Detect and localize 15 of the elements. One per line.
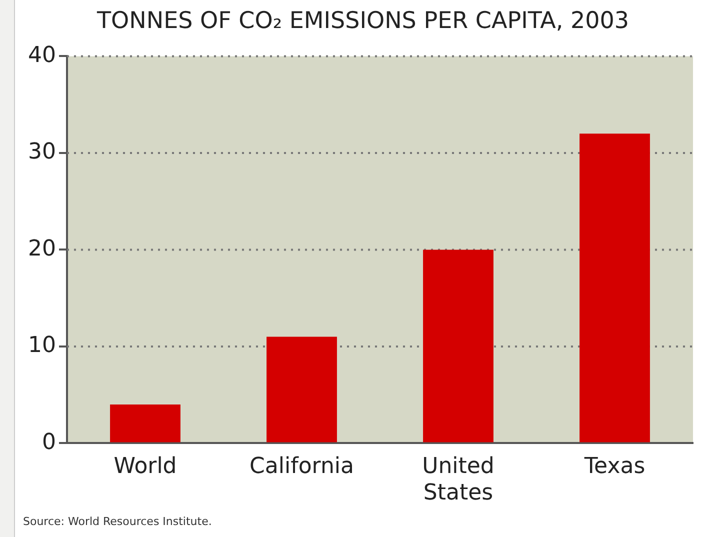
x-tick-label: Texas — [583, 454, 646, 480]
x-tick-label: World — [114, 454, 177, 480]
source-note: Source: World Resources Institute. — [23, 515, 212, 528]
chart-title: TONNES OF CO₂ EMISSIONS PER CAPITA, 2003 — [96, 8, 630, 34]
y-tick-label: 40 — [28, 42, 56, 68]
bar — [110, 404, 180, 442]
y-tick-label: 10 — [28, 333, 56, 358]
y-tick-label: 30 — [28, 140, 56, 165]
bar — [580, 134, 650, 442]
bar — [266, 336, 337, 442]
y-tick-label: 0 — [42, 430, 56, 455]
x-tick-label: United States — [422, 454, 494, 506]
bar — [423, 250, 494, 442]
x-tick-label: California — [250, 454, 354, 480]
y-tick-label: 20 — [28, 236, 56, 262]
